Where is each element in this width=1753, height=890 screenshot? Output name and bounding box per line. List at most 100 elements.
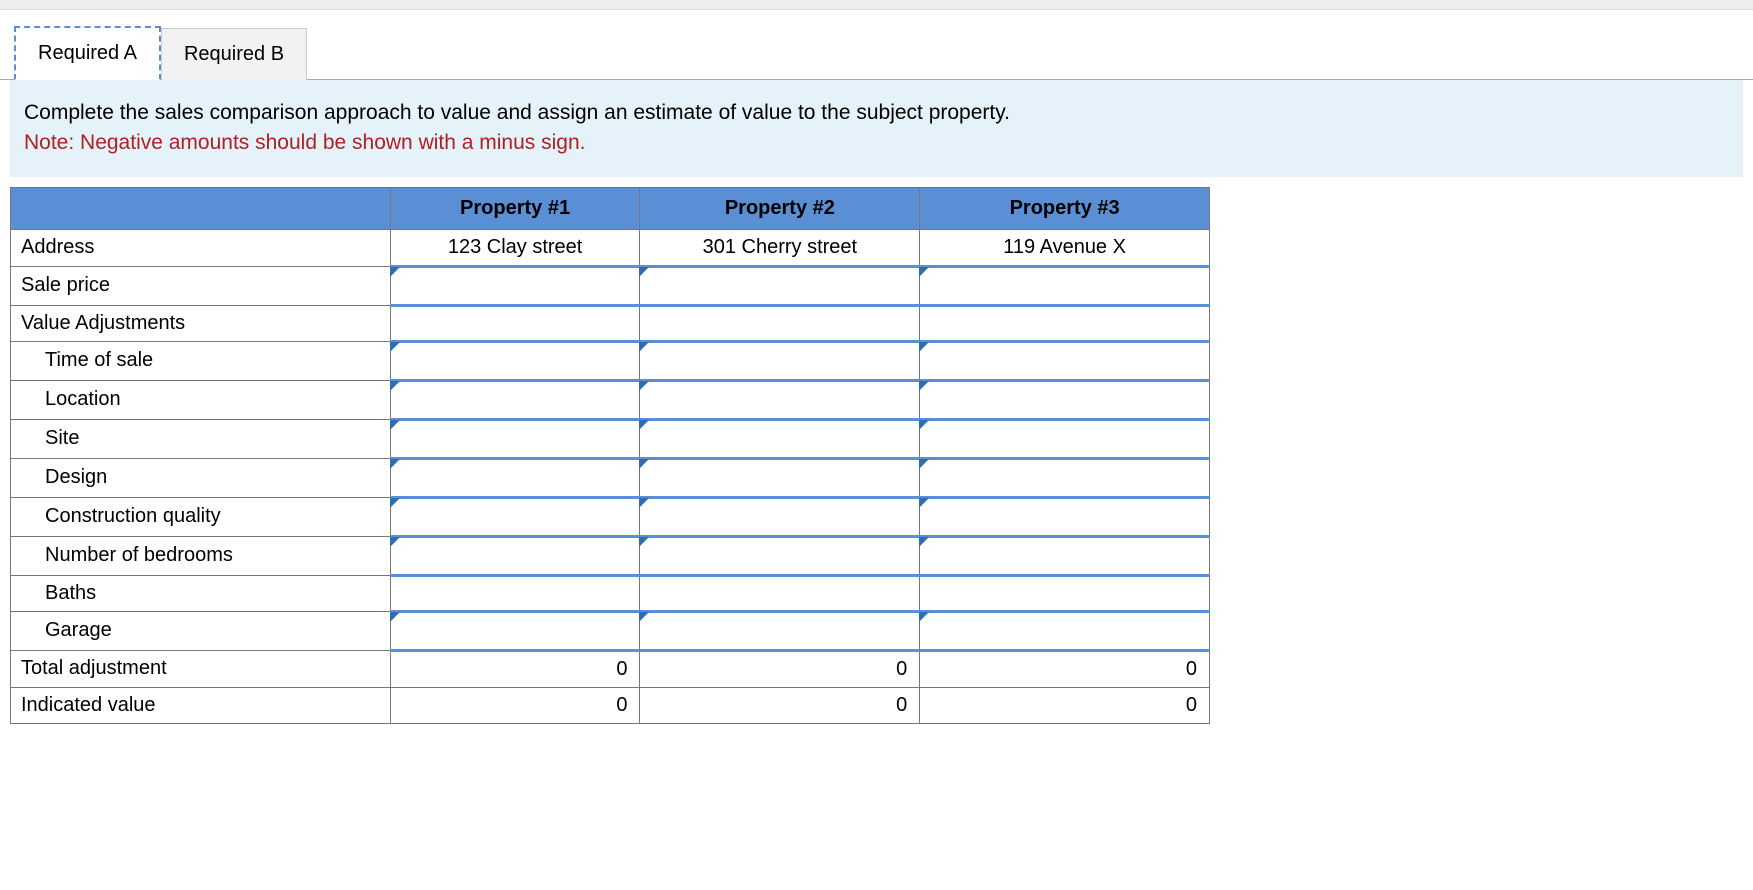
field-location-p1[interactable] (391, 382, 640, 418)
indicated-value-p1: 0 (390, 687, 640, 723)
input-marker-icon (919, 537, 929, 547)
input-sale-price-p3[interactable] (920, 266, 1210, 305)
header-property-1: Property #1 (390, 187, 640, 229)
input-design-p3[interactable] (920, 458, 1210, 497)
field-design-p2[interactable] (640, 460, 919, 496)
header-blank (11, 187, 391, 229)
input-marker-icon (639, 612, 649, 622)
instruction-note: Note: Negative amounts should be shown w… (24, 131, 585, 154)
input-construction-p1[interactable] (390, 497, 640, 536)
table-header-row: Property #1 Property #2 Property #3 (11, 187, 1210, 229)
label-baths: Baths (11, 575, 391, 611)
blank-baths-p2 (640, 575, 920, 611)
header-property-2: Property #2 (640, 187, 920, 229)
input-time-p2[interactable] (640, 341, 920, 380)
total-adjustment-p2: 0 (640, 650, 920, 687)
table-wrap: Property #1 Property #2 Property #3 Addr… (0, 177, 1753, 734)
field-construction-p2[interactable] (640, 499, 919, 535)
label-garage: Garage (11, 611, 391, 650)
field-time-p3[interactable] (920, 343, 1209, 379)
tab-required-b[interactable]: Required B (161, 28, 307, 80)
input-bedrooms-p1[interactable] (390, 536, 640, 575)
label-total-adjustment: Total adjustment (11, 650, 391, 687)
field-time-p2[interactable] (640, 343, 919, 379)
input-location-p1[interactable] (390, 380, 640, 419)
input-time-p3[interactable] (920, 341, 1210, 380)
input-time-p1[interactable] (390, 341, 640, 380)
instruction-banner: Complete the sales comparison approach t… (10, 80, 1743, 177)
field-sale-price-p1[interactable] (391, 268, 640, 304)
input-marker-icon (390, 459, 400, 469)
tab-required-a[interactable]: Required A (14, 26, 161, 80)
input-bedrooms-p3[interactable] (920, 536, 1210, 575)
input-marker-icon (919, 612, 929, 622)
blank-baths-p3 (920, 575, 1210, 611)
row-time-of-sale: Time of sale (11, 341, 1210, 380)
input-marker-icon (390, 342, 400, 352)
input-garage-p1[interactable] (390, 611, 640, 650)
input-marker-icon (919, 267, 929, 277)
label-bedrooms: Number of bedrooms (11, 536, 391, 575)
input-marker-icon (390, 612, 400, 622)
label-value-adjustments: Value Adjustments (11, 305, 391, 341)
field-bedrooms-p2[interactable] (640, 538, 919, 574)
label-sale-price: Sale price (11, 266, 391, 305)
label-site: Site (11, 419, 391, 458)
field-location-p2[interactable] (640, 382, 919, 418)
label-location: Location (11, 380, 391, 419)
total-adjustment-p1: 0 (390, 650, 640, 687)
row-garage: Garage (11, 611, 1210, 650)
input-marker-icon (390, 267, 400, 277)
input-bedrooms-p2[interactable] (640, 536, 920, 575)
field-site-p1[interactable] (391, 421, 640, 457)
input-sale-price-p2[interactable] (640, 266, 920, 305)
address-p1: 123 Clay street (390, 229, 640, 266)
label-construction: Construction quality (11, 497, 391, 536)
input-marker-icon (639, 420, 649, 430)
field-site-p2[interactable] (640, 421, 919, 457)
input-marker-icon (390, 381, 400, 391)
blank-va-p2 (640, 305, 920, 341)
input-location-p2[interactable] (640, 380, 920, 419)
input-sale-price-p1[interactable] (390, 266, 640, 305)
field-bedrooms-p3[interactable] (920, 538, 1209, 574)
label-indicated-value: Indicated value (11, 687, 391, 723)
field-design-p1[interactable] (391, 460, 640, 496)
blank-va-p1 (390, 305, 640, 341)
input-marker-icon (919, 342, 929, 352)
row-construction: Construction quality (11, 497, 1210, 536)
input-marker-icon (919, 420, 929, 430)
input-site-p1[interactable] (390, 419, 640, 458)
field-garage-p2[interactable] (640, 613, 919, 649)
input-construction-p3[interactable] (920, 497, 1210, 536)
input-design-p1[interactable] (390, 458, 640, 497)
address-p2: 301 Cherry street (640, 229, 920, 266)
field-garage-p3[interactable] (920, 613, 1209, 649)
field-sale-price-p2[interactable] (640, 268, 919, 304)
input-design-p2[interactable] (640, 458, 920, 497)
input-marker-icon (639, 537, 649, 547)
indicated-value-p2: 0 (640, 687, 920, 723)
input-construction-p2[interactable] (640, 497, 920, 536)
label-design: Design (11, 458, 391, 497)
field-garage-p1[interactable] (391, 613, 640, 649)
field-construction-p1[interactable] (391, 499, 640, 535)
field-location-p3[interactable] (920, 382, 1209, 418)
input-site-p3[interactable] (920, 419, 1210, 458)
row-indicated-value: Indicated value 0 0 0 (11, 687, 1210, 723)
input-marker-icon (639, 459, 649, 469)
input-location-p3[interactable] (920, 380, 1210, 419)
field-sale-price-p3[interactable] (920, 268, 1209, 304)
field-design-p3[interactable] (920, 460, 1209, 496)
field-construction-p3[interactable] (920, 499, 1209, 535)
input-garage-p2[interactable] (640, 611, 920, 650)
input-site-p2[interactable] (640, 419, 920, 458)
instruction-text: Complete the sales comparison approach t… (24, 101, 1010, 124)
input-garage-p3[interactable] (920, 611, 1210, 650)
field-site-p3[interactable] (920, 421, 1209, 457)
field-time-p1[interactable] (391, 343, 640, 379)
label-time-of-sale: Time of sale (11, 341, 391, 380)
field-bedrooms-p1[interactable] (391, 538, 640, 574)
row-site: Site (11, 419, 1210, 458)
top-toolbar-strip (0, 0, 1753, 10)
